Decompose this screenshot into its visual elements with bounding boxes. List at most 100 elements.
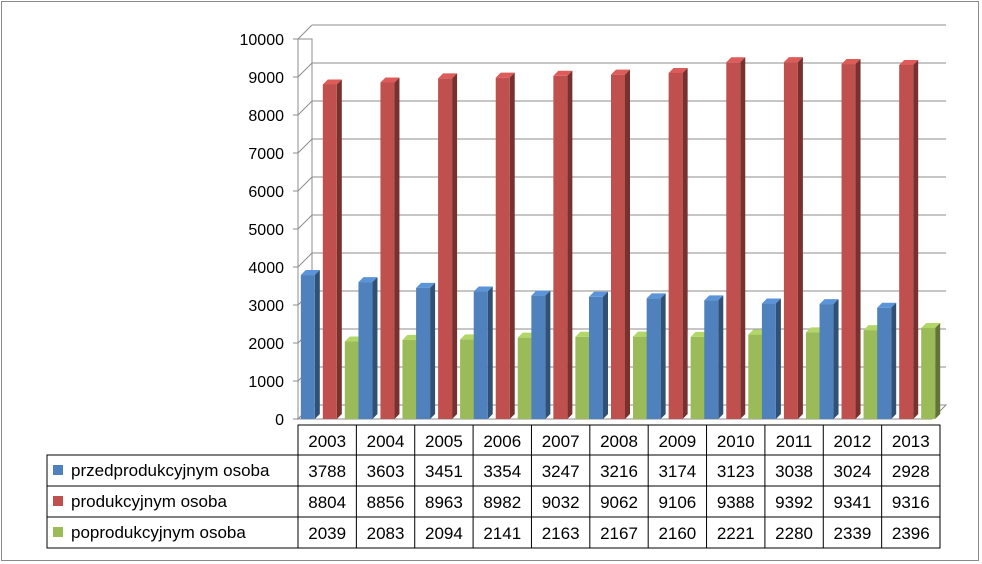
- bar-front: [300, 275, 315, 419]
- legend-swatch: [53, 465, 63, 475]
- bar-side: [567, 70, 573, 419]
- gridline-depth: [297, 214, 313, 230]
- bar-top: [322, 79, 342, 85]
- bar-top: [726, 57, 746, 63]
- bar-front: [531, 295, 546, 419]
- data-table: 2003 2004 2005 2006 2007 2008 2009 2010 2011 2012…: [46, 424, 941, 549]
- data-cell: 9032: [542, 493, 580, 512]
- bar-side: [740, 57, 746, 419]
- bar-front: [726, 62, 741, 419]
- bar-top: [380, 77, 400, 83]
- bar-front: [668, 72, 683, 420]
- data-cell: 3788: [308, 462, 346, 481]
- y-tick-label: 4000: [248, 260, 284, 277]
- bar-side: [718, 295, 724, 419]
- bar: [358, 277, 378, 419]
- bar-front: [495, 77, 510, 420]
- bar-front: [402, 339, 417, 419]
- bar-front: [344, 341, 359, 419]
- bar: [553, 70, 573, 419]
- data-cell: 3038: [775, 462, 813, 481]
- x-tick-label: 2005: [425, 432, 463, 451]
- bar: [495, 72, 515, 420]
- bar-side: [660, 293, 666, 419]
- bar: [704, 295, 724, 419]
- bar-top: [761, 298, 781, 304]
- y-tick-label: 5000: [248, 222, 284, 239]
- legend-label: przedprodukcyjnym osoba: [71, 461, 270, 480]
- y-tick-label: 7000: [248, 146, 284, 163]
- bar-side: [509, 72, 515, 420]
- bar-front: [380, 82, 395, 420]
- data-cell: 8856: [367, 493, 405, 512]
- bar-front: [416, 287, 431, 419]
- data-cell: 2928: [892, 462, 930, 481]
- bars: [300, 57, 941, 420]
- data-cell: 3123: [717, 462, 755, 481]
- bar: [646, 293, 666, 419]
- data-cell: 3354: [483, 462, 521, 481]
- bar-front: [633, 336, 647, 419]
- y-axis: 0 1000 2000 3000 4000 5000 6000 7000 8000 9000 100…: [240, 32, 299, 429]
- data-cell: 9341: [834, 493, 872, 512]
- data-cell: 8804: [308, 493, 346, 512]
- bar: [726, 57, 746, 419]
- data-cell: 2039: [308, 524, 346, 543]
- data-cell: 8982: [483, 493, 521, 512]
- data-cell: 9106: [658, 493, 696, 512]
- bar-top: [473, 286, 493, 292]
- bar-side: [833, 299, 839, 419]
- bar-front: [805, 332, 820, 419]
- bar-top: [531, 290, 551, 296]
- bar-top: [899, 59, 919, 65]
- bar-front: [438, 78, 453, 419]
- bar-front: [553, 75, 568, 419]
- bar: [473, 286, 493, 419]
- data-cell: 9316: [892, 493, 930, 512]
- bar-front: [690, 336, 705, 419]
- bar: [783, 57, 803, 419]
- bar-front: [575, 336, 590, 419]
- data-cell: 3216: [600, 462, 638, 481]
- gridline-depth: [297, 24, 313, 40]
- bar-top: [438, 73, 458, 79]
- bar-front: [358, 282, 373, 419]
- y-tick-label: 1000: [248, 374, 284, 391]
- legend-swatch: [53, 527, 63, 537]
- legend-swatch: [53, 496, 63, 506]
- data-cell: 3451: [425, 462, 463, 481]
- bar-top: [921, 322, 941, 328]
- bar-side: [913, 59, 919, 419]
- bar-top: [416, 282, 436, 288]
- legend-label: produkcyjnym osoba: [71, 492, 227, 511]
- bar-side: [430, 282, 436, 419]
- data-cell: 9388: [717, 493, 755, 512]
- bar-top: [704, 295, 724, 301]
- bar-front: [783, 62, 798, 419]
- x-tick-label: 2012: [834, 432, 872, 451]
- bar-front: [877, 307, 892, 419]
- bar-top: [611, 69, 630, 75]
- data-cell: 2339: [834, 524, 872, 543]
- bar-side: [336, 79, 342, 419]
- bar-side: [394, 77, 400, 420]
- gridline-depth: [297, 252, 313, 268]
- bar: [416, 282, 436, 419]
- x-tick-label: 2006: [483, 432, 521, 451]
- bar-top: [819, 299, 839, 305]
- gridline-depth: [297, 176, 313, 192]
- bar-top: [668, 67, 688, 73]
- bar-front: [748, 334, 763, 419]
- bar-top: [589, 291, 608, 297]
- data-cell: 2396: [892, 524, 930, 543]
- bar-front: [646, 298, 661, 419]
- data-cell: 2094: [425, 524, 463, 543]
- bar-front: [921, 327, 936, 419]
- bar-side: [625, 69, 630, 420]
- bar-side: [891, 302, 897, 419]
- bar: [589, 291, 608, 419]
- bar-top: [358, 277, 378, 283]
- bar: [841, 59, 861, 420]
- bar-top: [646, 293, 666, 299]
